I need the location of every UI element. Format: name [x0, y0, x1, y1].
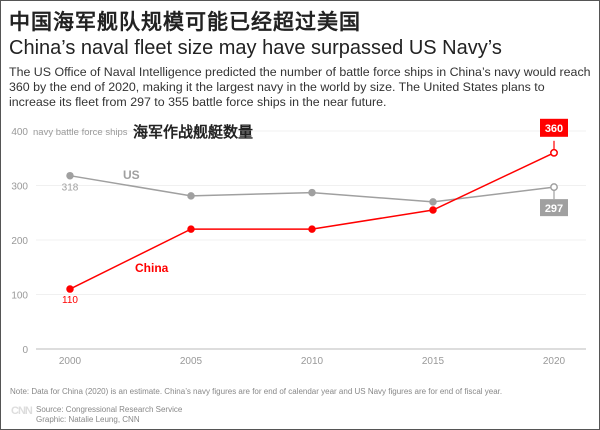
credits: Source: Congressional Research Service G… — [36, 405, 182, 425]
us-series-label: US — [123, 168, 140, 182]
x-tick-label: 2020 — [543, 356, 566, 367]
graphic-credit: Graphic: Natalie Leung, CNN — [36, 415, 140, 424]
us-callout-box — [540, 199, 568, 217]
cnn-logo: CNN — [11, 405, 33, 417]
china-point — [308, 225, 316, 233]
china-end-label: 360 — [545, 123, 563, 135]
y-axis-label: navy battle force ships — [33, 127, 128, 138]
y-tick-label: 400 — [11, 127, 28, 138]
us-point — [66, 171, 74, 180]
x-tick-label: 2010 — [301, 356, 324, 367]
source: Source: Congressional Research Service — [36, 405, 183, 414]
us-line — [69, 174, 555, 203]
china-series-label: China — [135, 261, 169, 275]
title-chinese: 中国海军舰队规模可能已经超过美国 — [9, 11, 361, 34]
y-tick-label: 300 — [11, 182, 28, 193]
china-point — [187, 225, 195, 233]
description: The US Office of Naval Intelligence pred… — [9, 65, 591, 109]
china-point — [429, 206, 437, 214]
china-point — [550, 148, 558, 157]
y-tick-label: 0 — [22, 345, 28, 356]
china-point — [66, 285, 74, 293]
us-point — [308, 188, 316, 197]
x-tick-label: 2005 — [180, 356, 203, 367]
note: Note: Data for China (2020) is an estima… — [10, 387, 503, 396]
y-tick-label: 200 — [11, 236, 28, 247]
x-tick-label: 2000 — [59, 356, 82, 367]
us-end-label: 297 — [545, 203, 563, 215]
x-tick-label: 2015 — [422, 356, 445, 367]
title-english: China’s naval fleet size may have surpas… — [9, 37, 502, 59]
us-point — [429, 198, 437, 206]
chart-title: 海军作战舰艇数量 — [133, 123, 253, 141]
y-tick-label: 100 — [11, 291, 28, 302]
us-point — [187, 192, 195, 200]
us-start-label: 318 — [62, 183, 79, 194]
us-point — [550, 183, 558, 192]
line-chart: 0 100 200 300 400 navy battle force ships 海军作战… — [11, 118, 586, 367]
china-callout-box — [540, 118, 568, 137]
china-start-label: 110 — [62, 295, 78, 306]
